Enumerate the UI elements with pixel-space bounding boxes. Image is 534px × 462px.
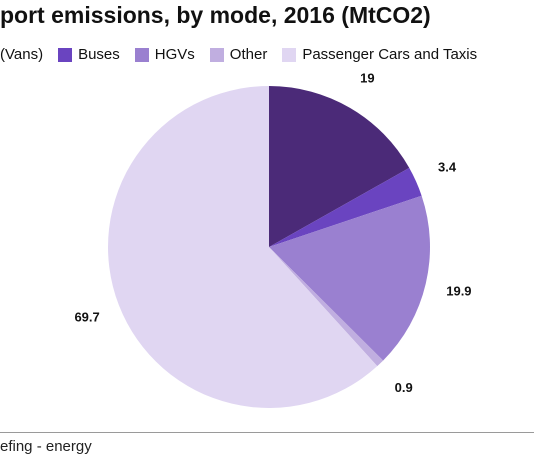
legend-label: Other bbox=[229, 46, 268, 63]
legend-swatch bbox=[282, 47, 297, 62]
legend-label: HGVs bbox=[154, 46, 195, 63]
legend-label: Buses bbox=[78, 46, 120, 63]
data-label: 3.4 bbox=[438, 160, 457, 175]
legend-item: HGVs bbox=[134, 46, 195, 63]
legend-swatch bbox=[58, 47, 73, 62]
data-label: 19.9 bbox=[446, 283, 471, 298]
legend-item: Other bbox=[209, 46, 268, 63]
legend-label: Passenger Cars and Taxis bbox=[302, 46, 478, 63]
pie-slice bbox=[269, 195, 430, 361]
pie-slice bbox=[269, 86, 410, 247]
pie-slice bbox=[269, 247, 384, 367]
legend-label: (Vans) bbox=[0, 46, 44, 63]
legend-item: (Vans) bbox=[0, 46, 43, 63]
data-label: 0.9 bbox=[395, 380, 413, 395]
source-note: efing - energy bbox=[0, 438, 92, 455]
chart-legend: (Vans) Buses HGVs Other Passenger Cars and T… bbox=[0, 46, 492, 63]
footer-divider bbox=[0, 432, 534, 433]
legend-swatch bbox=[209, 47, 224, 62]
pie-slice bbox=[108, 86, 378, 408]
legend-item: Passenger Cars and Taxis bbox=[282, 46, 477, 63]
chart-title: port emissions, by mode, 2016 (MtCO2) bbox=[0, 2, 431, 28]
legend-swatch bbox=[134, 47, 149, 62]
pie-slice bbox=[269, 167, 422, 247]
data-label: 19 bbox=[360, 71, 374, 86]
data-label: 69.7 bbox=[74, 309, 99, 324]
legend-item: Buses bbox=[58, 46, 120, 63]
